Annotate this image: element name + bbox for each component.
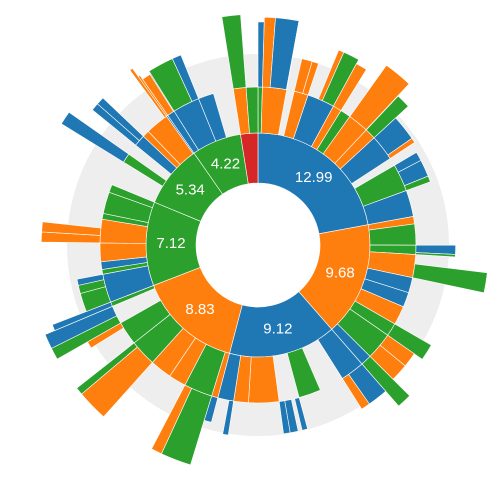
ring3-segment bbox=[342, 373, 370, 410]
ring2-segment bbox=[120, 299, 171, 344]
ring3-segment bbox=[60, 111, 130, 163]
segment-value-label: 12.99 bbox=[295, 169, 333, 186]
ring3-segment bbox=[387, 137, 416, 159]
ring3-segment bbox=[349, 64, 410, 131]
ring3-segment bbox=[286, 20, 300, 90]
ring2-segment bbox=[286, 347, 321, 398]
segment-value-label: 5.34 bbox=[176, 181, 205, 198]
ring3-segment bbox=[222, 399, 234, 436]
segment-value-label: 9.12 bbox=[263, 321, 292, 338]
segment-value-label: 4.22 bbox=[211, 155, 240, 172]
ring2-segment bbox=[198, 93, 227, 142]
segment-value-label: 8.83 bbox=[185, 301, 214, 318]
ring3-segment bbox=[294, 397, 308, 431]
segment-value-label: 9.68 bbox=[326, 265, 355, 282]
segment-value-label: 7.12 bbox=[156, 235, 185, 252]
ring2-segment bbox=[245, 86, 259, 134]
ring3-segment bbox=[41, 221, 102, 236]
ring2-segment bbox=[108, 184, 155, 209]
